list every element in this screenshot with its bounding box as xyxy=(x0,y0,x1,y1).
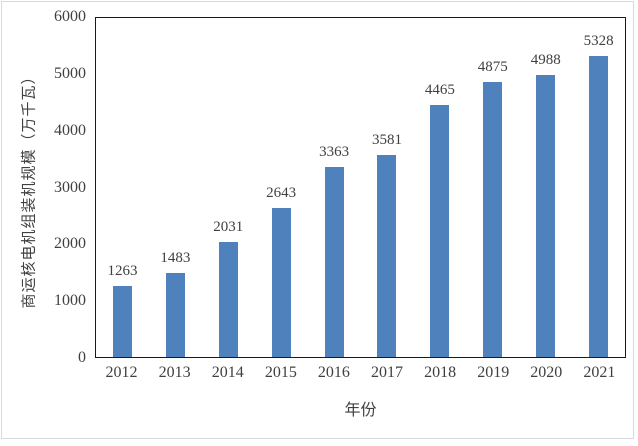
bar-value-label: 4465 xyxy=(424,81,455,98)
y-axis-tick-labels: 0 1000 2000 3000 4000 5000 6000 xyxy=(0,9,86,366)
bar-value-label: 2643 xyxy=(266,184,297,201)
plot-area: 1263 1483 2031 2643 3363 3581 4465 4875 4988 5328 xyxy=(95,17,626,358)
bar xyxy=(377,154,397,357)
x-axis-tick-labels: 2012 2013 2014 2015 2016 2017 2018 2019 2020 2021 xyxy=(95,364,626,382)
x-axis-title: 年份 xyxy=(344,402,377,419)
bar-value-label: 3363 xyxy=(319,144,350,160)
y-tick-label: 4000 xyxy=(54,121,86,139)
bar-value-label: 1483 xyxy=(160,250,191,267)
bar-slot: 2031 xyxy=(202,18,255,357)
bar-slot: 2643 xyxy=(255,18,308,357)
x-tick-label: 2013 xyxy=(158,364,191,381)
bar-value-label: 2031 xyxy=(213,219,244,236)
bar xyxy=(165,273,185,357)
x-tick-label: 2018 xyxy=(424,364,457,381)
bar-slot: 1483 xyxy=(149,18,202,357)
bar-slot: 3581 xyxy=(361,18,414,357)
bar xyxy=(112,285,132,357)
y-tick-label: 6000 xyxy=(54,8,86,25)
bar-slot: 4875 xyxy=(466,18,519,357)
bar-slot: 3363 xyxy=(308,18,361,357)
x-tick-label: 2016 xyxy=(317,364,350,381)
x-tick-label: 2021 xyxy=(583,364,616,381)
bar-slot: 4465 xyxy=(413,18,466,357)
x-tick-label: 2012 xyxy=(105,364,138,381)
x-tick-label: 2020 xyxy=(530,364,563,381)
bar-value-label: 3581 xyxy=(371,131,402,148)
x-tick-label: 2017 xyxy=(371,364,404,381)
bar-value-label: 5328 xyxy=(583,32,614,49)
y-tick-label: 3000 xyxy=(54,178,86,196)
bar-value-label: 4988 xyxy=(530,52,561,69)
y-tick-label: 0 xyxy=(78,349,86,366)
bar xyxy=(218,242,238,357)
bar xyxy=(483,81,503,357)
y-tick-label: 1000 xyxy=(54,292,86,310)
bar-slot: 4988 xyxy=(519,18,572,357)
bar-value-label: 4875 xyxy=(477,58,508,75)
bar-slot: 5328 xyxy=(572,18,625,357)
bar-slot: 1263 xyxy=(96,18,149,357)
bar xyxy=(271,207,291,357)
bar xyxy=(589,55,609,357)
bar xyxy=(430,104,450,357)
x-tick-label: 2015 xyxy=(264,364,297,381)
x-tick-label: 2019 xyxy=(477,364,510,381)
bar xyxy=(324,167,344,357)
bar-value-label: 1263 xyxy=(107,262,138,279)
bar-series: 1263 1483 2031 2643 3363 3581 4465 4875 4988 5328 xyxy=(96,18,625,357)
y-tick-label: 2000 xyxy=(54,235,86,253)
x-tick-label: 2014 xyxy=(211,364,244,381)
bar xyxy=(536,75,556,357)
y-tick-label: 5000 xyxy=(54,64,86,82)
